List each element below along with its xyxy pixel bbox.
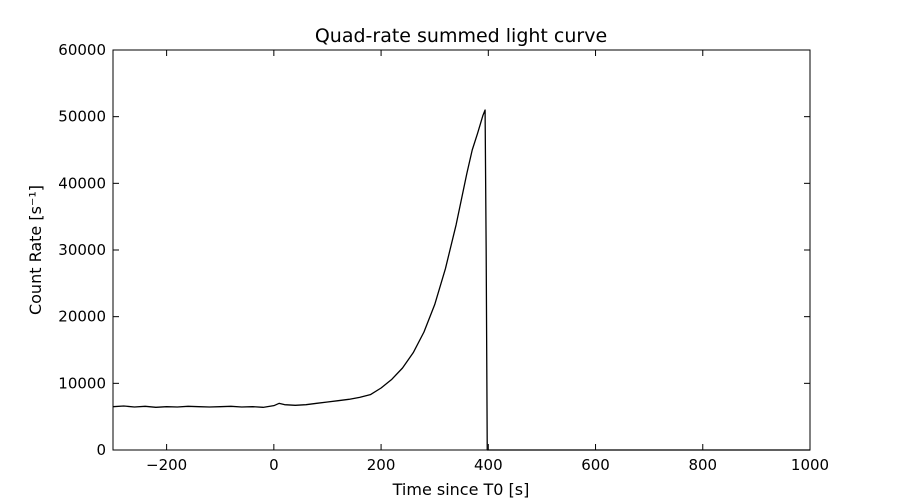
y-tick-label: 10000 <box>58 374 106 392</box>
y-axis-label: Count Rate [s⁻¹] <box>26 185 45 315</box>
x-tick-label: 600 <box>581 456 610 474</box>
x-tick-label: 1000 <box>791 456 829 474</box>
y-tick-label: 0 <box>96 441 106 459</box>
plot-frame <box>112 49 811 451</box>
y-axis: 0 10000 20000 30000 40000 50000 60000 <box>58 41 810 459</box>
y-tick-label: 30000 <box>58 241 106 259</box>
y-tick-label: 50000 <box>58 108 106 126</box>
chart-title: Quad-rate summed light curve <box>315 25 607 47</box>
y-tick-label: 40000 <box>58 174 106 192</box>
x-axis-label: Time since T0 [s] <box>392 480 530 499</box>
x-tick-label: −200 <box>146 456 187 474</box>
x-tick-label: 200 <box>367 456 396 474</box>
y-tick-label: 60000 <box>58 41 106 59</box>
x-tick-label: 0 <box>269 456 279 474</box>
x-axis: −200 0 200 400 600 800 1000 <box>146 50 829 474</box>
y-tick-label: 20000 <box>58 308 106 326</box>
plot-area <box>112 109 810 451</box>
x-tick-label: 400 <box>474 456 503 474</box>
x-tick-label: 800 <box>688 456 717 474</box>
series-line <box>112 109 810 451</box>
